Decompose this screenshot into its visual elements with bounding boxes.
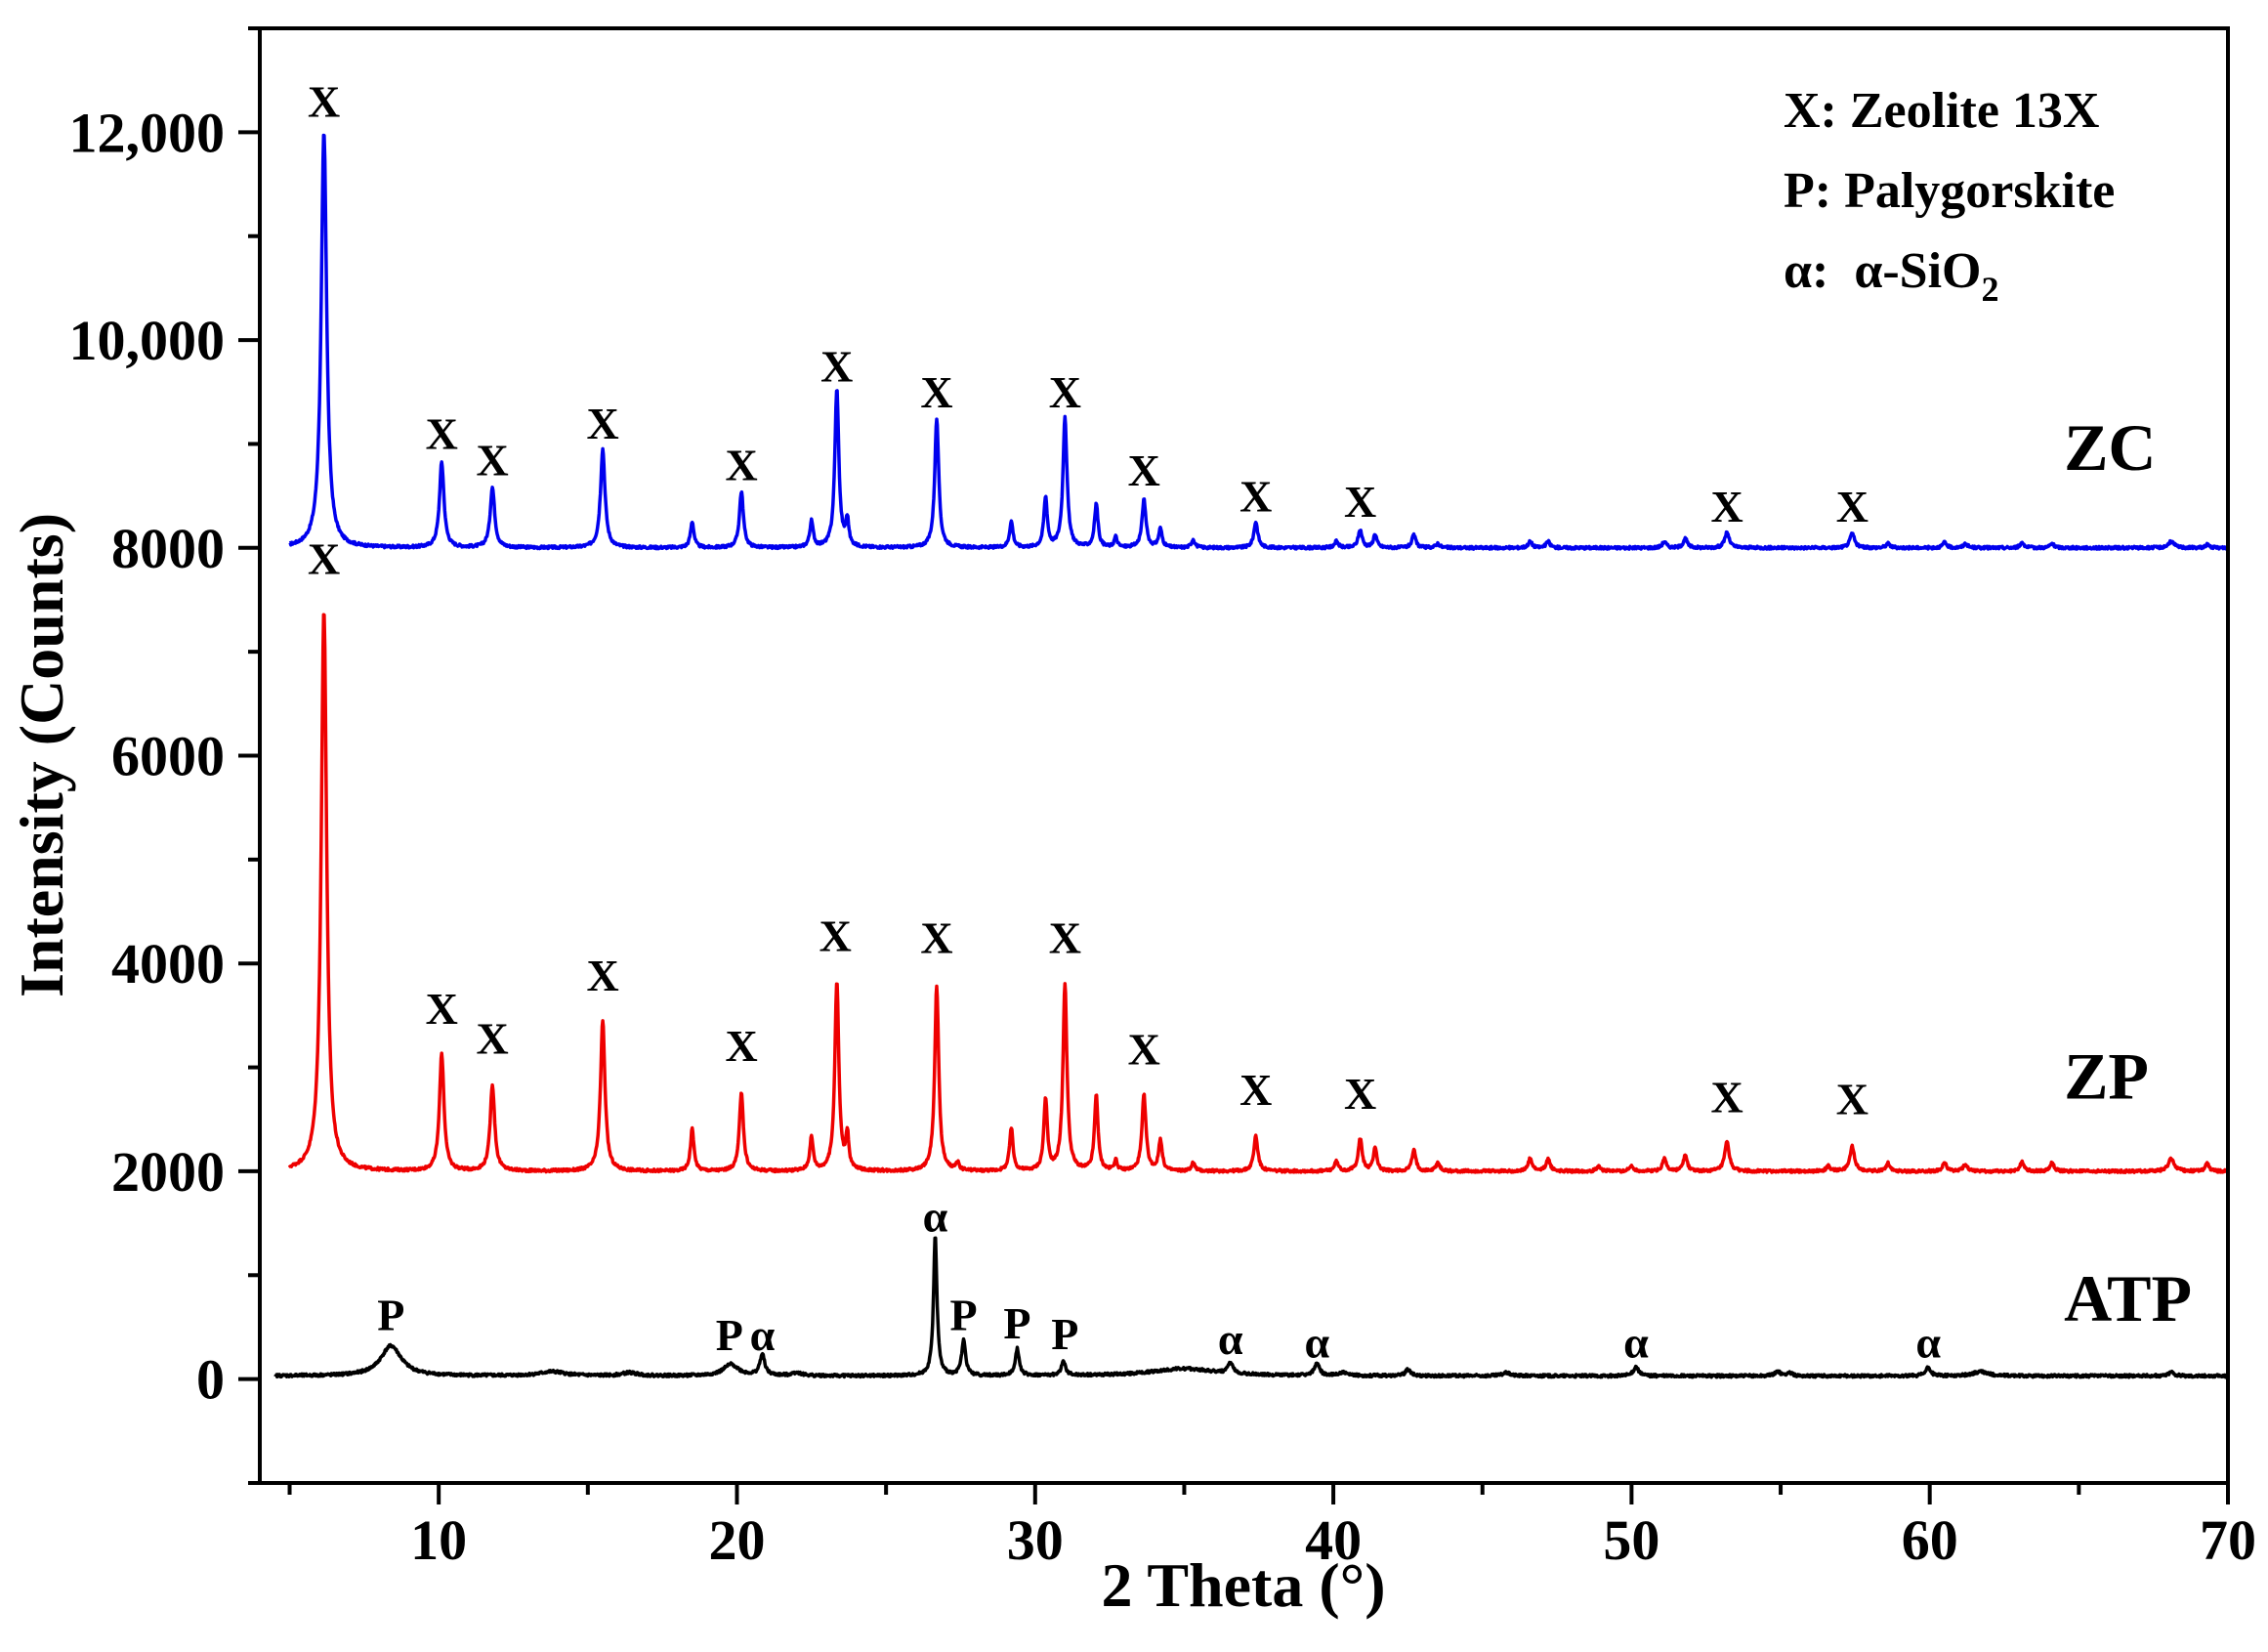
x-axis-title: 2 Theta (°) — [1101, 1550, 1385, 1620]
legend-entry-sio2: α: α-SiO2 — [1784, 243, 1999, 309]
legend-entry-sio2-subscript: 2 — [1982, 270, 1999, 309]
y-tick-label: 10,000 — [69, 309, 226, 372]
x-tick-label: 60 — [1902, 1508, 1958, 1572]
x-tick-label: 70 — [2200, 1508, 2256, 1572]
peak-label: P — [949, 1291, 977, 1340]
peak-label: X — [920, 367, 952, 417]
peak-label: X — [586, 951, 618, 1000]
peak-label: X — [477, 1014, 509, 1064]
x-tick-label: 30 — [1007, 1508, 1064, 1572]
peak-label: α — [1623, 1317, 1649, 1367]
series-line-zp — [287, 613, 2230, 1174]
legend-entry-sio2-text: α: α-SiO — [1784, 243, 1982, 299]
peak-label: α — [1218, 1314, 1243, 1364]
peak-label: P — [1003, 1298, 1030, 1348]
peak-label: X — [725, 1021, 757, 1071]
peak-label: X — [426, 984, 458, 1034]
series-label-zp: ZP — [2064, 1038, 2149, 1113]
y-tick-label: 4000 — [111, 932, 225, 995]
peak-label: X — [1344, 477, 1376, 527]
x-tick-label: 40 — [1305, 1508, 1362, 1572]
peak-label: X — [426, 409, 458, 459]
y-tick-label: 12,000 — [69, 101, 226, 164]
peak-label: X — [920, 913, 952, 963]
y-tick-label: 0 — [196, 1348, 225, 1412]
peak-label: X — [1128, 445, 1160, 495]
axis-ticks: 10 20 30 40 50 60 70 0 2000 4000 6000 8000 10,000 12,… — [69, 26, 2256, 1572]
peak-label: P — [377, 1291, 404, 1340]
series-lines — [273, 133, 2230, 1379]
peak-label: α — [923, 1192, 948, 1242]
legend-entry-palygorskite: P: Palygorskite — [1784, 163, 2115, 219]
plot-frame — [258, 26, 2230, 1485]
peak-label: X — [586, 399, 618, 448]
peak-label: X — [1710, 1072, 1743, 1122]
x-tick-label: 20 — [708, 1508, 765, 1572]
y-tick-label: 8000 — [111, 517, 225, 580]
y-axis-title: Intensity (Counts) — [7, 513, 76, 997]
x-tick-label: 10 — [410, 1508, 467, 1572]
y-tick-label: 6000 — [111, 725, 225, 788]
peak-label: X — [1049, 367, 1081, 417]
peak-label: P — [1051, 1309, 1078, 1359]
peak-label: X — [308, 76, 340, 126]
peak-label: X — [308, 533, 340, 583]
peak-label: X — [1344, 1069, 1376, 1119]
series-label-zc: ZC — [2064, 410, 2156, 485]
peak-label: P — [716, 1310, 743, 1360]
peak-label: α — [1915, 1317, 1941, 1367]
series-line-zc — [288, 133, 2230, 551]
series-line-atp — [273, 1236, 2230, 1379]
legend-entry-zeolite: X: Zeolite 13X — [1784, 83, 2099, 139]
peak-label: X — [1836, 482, 1869, 531]
legend: X: Zeolite 13X P: Palygorskite α: α-SiO2 — [1784, 83, 2115, 309]
peak-label: X — [725, 441, 757, 490]
peak-label: α — [750, 1310, 776, 1360]
peak-label: X — [1239, 1065, 1272, 1115]
y-tick-label: 2000 — [111, 1140, 225, 1204]
series-label-atp: ATP — [2064, 1261, 2192, 1335]
peak-label: α — [1304, 1317, 1329, 1367]
peak-label: X — [1836, 1074, 1869, 1123]
peak-label: X — [1049, 913, 1081, 963]
peak-label: X — [820, 342, 853, 392]
peak-label: X — [1710, 482, 1743, 531]
peak-label: X — [1239, 472, 1272, 522]
peak-label: X — [819, 911, 852, 960]
peak-label: X — [1128, 1024, 1160, 1074]
x-tick-label: 50 — [1603, 1508, 1659, 1572]
peak-label: X — [477, 435, 509, 485]
